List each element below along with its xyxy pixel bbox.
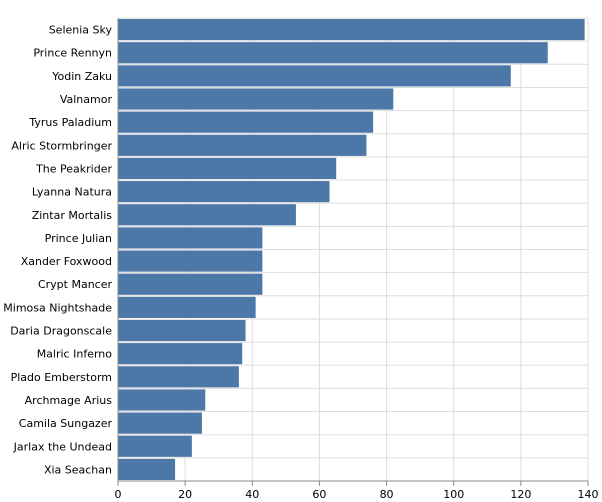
- x-tick-label: 120: [510, 488, 531, 501]
- category-label: Prince Rennyn: [33, 47, 112, 60]
- grid-lines: [117, 17, 589, 482]
- category-label: Plado Emberstorm: [11, 371, 112, 384]
- bar: [118, 134, 367, 156]
- category-label: Prince Julian: [45, 232, 112, 245]
- category-labels: Selenia Sky Prince Rennyn Yodin Zaku Valnam…: [3, 24, 112, 477]
- bar: [118, 181, 330, 203]
- bar: [118, 412, 202, 434]
- category-label: Crypt Mancer: [38, 278, 113, 291]
- bar: [118, 366, 239, 388]
- x-tick-label: 100: [443, 488, 464, 501]
- bar: [118, 65, 511, 87]
- bar: [118, 296, 256, 318]
- bar: [118, 273, 263, 295]
- category-label: Lyanna Natura: [32, 186, 112, 199]
- bar: [118, 204, 296, 226]
- x-tick-label: 80: [380, 488, 394, 501]
- bar: [118, 157, 337, 180]
- category-label: Daria Dragonscale: [10, 325, 112, 338]
- axes: [117, 18, 589, 486]
- x-tick-label: 20: [178, 488, 192, 501]
- category-label: Selenia Sky: [49, 24, 113, 37]
- category-label: Xia Seachan: [44, 463, 112, 476]
- category-label: Camila Sungazer: [19, 417, 113, 430]
- category-label: The Peakrider: [35, 162, 112, 175]
- bar: [118, 227, 263, 249]
- bar: [118, 343, 243, 365]
- x-tick-label: 40: [245, 488, 259, 501]
- category-label: Alric Stormbringer: [11, 139, 112, 152]
- category-label: Zintar Mortalis: [32, 209, 113, 222]
- bar: [118, 319, 246, 342]
- x-tick-label: 140: [578, 488, 599, 501]
- category-label: Jarlax the Undead: [13, 440, 112, 453]
- x-tick-label: 60: [312, 488, 326, 501]
- bar: [118, 42, 548, 64]
- bars: [118, 19, 585, 480]
- category-label: Tyrus Paladium: [28, 116, 112, 129]
- category-label: Archmage Arius: [25, 394, 113, 407]
- bar: [118, 389, 206, 411]
- category-label: Malric Inferno: [37, 348, 113, 361]
- x-tick-label: 0: [115, 488, 122, 501]
- bar: [118, 19, 585, 41]
- category-label: Yodin Zaku: [51, 70, 112, 83]
- bar: [118, 458, 176, 480]
- bar: [118, 250, 263, 272]
- x-tick-labels: 0 20 40 60 80 100 120 140: [115, 488, 599, 501]
- category-label: Xander Foxwood: [21, 255, 112, 268]
- category-label: Valnamor: [60, 93, 113, 106]
- bar: [118, 88, 394, 110]
- bar: [118, 435, 192, 457]
- bar: [118, 111, 374, 133]
- category-label: Mimosa Nightshade: [3, 301, 112, 314]
